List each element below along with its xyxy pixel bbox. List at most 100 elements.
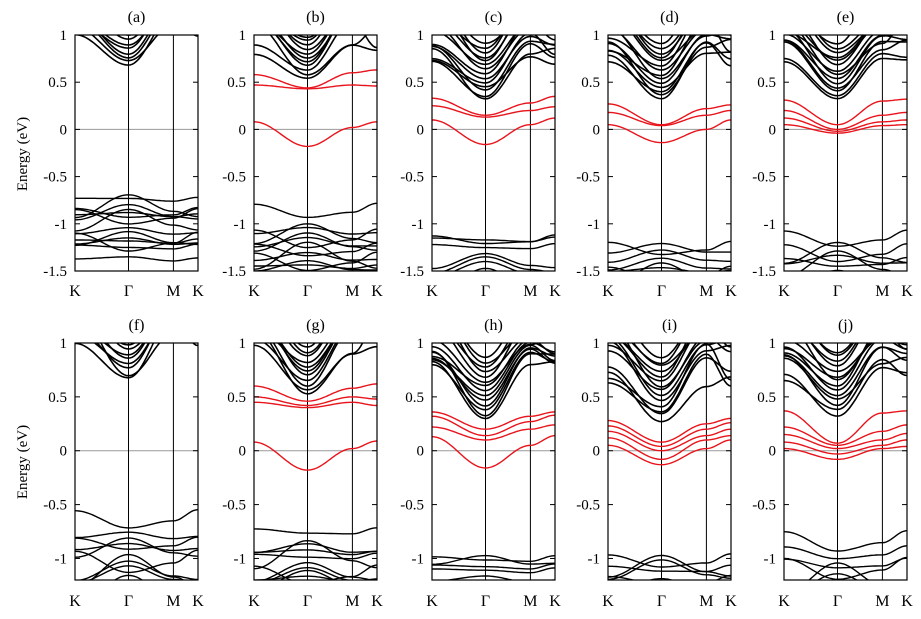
- valence-band: [254, 543, 377, 554]
- valence-band: [808, 562, 870, 580]
- valence-band: [254, 549, 377, 556]
- panel-frame: [431, 34, 556, 272]
- highlight-band: [784, 445, 907, 460]
- highlight-band: [608, 422, 731, 448]
- panel-label: (a): [128, 9, 146, 26]
- valence-band: [373, 270, 377, 271]
- valence-band: [784, 229, 907, 247]
- ytick-label: 0: [769, 444, 777, 460]
- ytick-label: -1: [588, 551, 601, 567]
- highlight-band: [254, 121, 377, 148]
- conduction-band: [643, 35, 674, 45]
- highlight-band: [608, 428, 731, 452]
- panel-e: (e)10.50-0.5-1-1.5K Γ M K: [752, 9, 913, 300]
- xtick-label: M: [345, 593, 359, 610]
- valence-band: [75, 208, 198, 225]
- valence-band: [113, 574, 144, 580]
- xtick-label: K: [549, 593, 561, 610]
- ytick-label: -0.5: [400, 170, 424, 186]
- conduction-band: [608, 49, 731, 89]
- highlight-band: [254, 69, 377, 89]
- conduction-band: [254, 44, 377, 80]
- conduction-band: [634, 35, 683, 59]
- valence-band: [254, 564, 377, 580]
- conduction-band: [622, 343, 690, 373]
- conduction-band: [286, 35, 327, 51]
- valence-band: [608, 267, 731, 271]
- conduction-band: [819, 343, 853, 354]
- conduction-band: [784, 57, 907, 100]
- ytick-label: -1: [764, 551, 777, 567]
- ytick-label: -0.5: [400, 498, 424, 514]
- valence-band: [75, 549, 198, 574]
- ytick-label: 0.5: [757, 390, 776, 406]
- conduction-band: [97, 35, 152, 59]
- conduction-band: [432, 40, 555, 91]
- valence-band: [784, 557, 907, 569]
- valence-band: [432, 563, 555, 570]
- conduction-band: [456, 343, 509, 368]
- conduction-band: [452, 343, 513, 379]
- valence-band: [608, 305, 731, 308]
- xtick-label: K: [778, 593, 790, 610]
- panel-frame: [74, 342, 199, 581]
- valence-band: [254, 226, 377, 235]
- xtick-label: K: [602, 283, 614, 300]
- highlight-band: [254, 383, 377, 402]
- conduction-band: [784, 356, 907, 400]
- panel-label: (b): [306, 9, 325, 26]
- ytick-label: 0.5: [405, 75, 424, 91]
- valence-band: [442, 575, 555, 580]
- valence-band: [75, 542, 198, 552]
- conduction-band: [458, 35, 502, 50]
- valence-band: [254, 251, 377, 262]
- ytick-label: -1: [588, 217, 601, 233]
- valence-band: [75, 256, 198, 262]
- conduction-band: [608, 35, 731, 77]
- panel-frame: [253, 34, 378, 272]
- panel-frame: [431, 342, 556, 581]
- conduction-band: [75, 35, 198, 66]
- valence-band: [254, 236, 377, 248]
- xtick-label: M: [875, 593, 889, 610]
- conduction-band: [277, 35, 328, 55]
- ytick-label: 1: [239, 28, 247, 44]
- conduction-band: [794, 35, 866, 59]
- xtick-label: K: [69, 283, 81, 300]
- xtick-label: M: [699, 593, 713, 610]
- conduction-band: [639, 35, 681, 50]
- highlight-band: [608, 434, 731, 460]
- valence-band: [784, 243, 907, 263]
- conduction-band: [463, 343, 512, 364]
- ytick-label: -1.5: [752, 264, 776, 280]
- valence-band: [784, 586, 907, 592]
- conduction-band: [463, 35, 504, 54]
- highlight-band: [254, 440, 377, 471]
- xtick-label: Γ: [481, 593, 490, 610]
- xtick-label: K: [602, 593, 614, 610]
- conduction-band: [784, 366, 907, 417]
- highlight-band: [784, 98, 907, 126]
- ytick-label: -0.5: [222, 498, 246, 514]
- highlight-band: [608, 439, 731, 466]
- valence-band: [816, 573, 859, 580]
- highlight-band: [784, 109, 907, 131]
- conduction-band: [432, 55, 555, 88]
- conduction-band: [292, 35, 318, 41]
- panel-a: (a)10.50-0.5-1-1.5K Γ M K: [43, 9, 204, 300]
- valence-band: [432, 252, 555, 270]
- xtick-label: M: [875, 283, 889, 300]
- valence-band: [254, 260, 377, 271]
- conduction-band: [786, 35, 875, 73]
- xtick-label: Γ: [833, 283, 842, 300]
- highlight-band: [784, 124, 907, 134]
- panel-label: (g): [306, 317, 325, 334]
- ytick-label: 1: [769, 336, 777, 352]
- panel-label: (d): [660, 9, 679, 26]
- valence-band: [473, 267, 498, 271]
- xtick-label: Γ: [303, 593, 312, 610]
- conduction-band: [279, 343, 334, 376]
- ytick-label: 0: [60, 122, 68, 138]
- panel-c: (c)10.50-0.5-1-1.5K Γ M K: [400, 9, 561, 300]
- conduction-band: [454, 35, 509, 59]
